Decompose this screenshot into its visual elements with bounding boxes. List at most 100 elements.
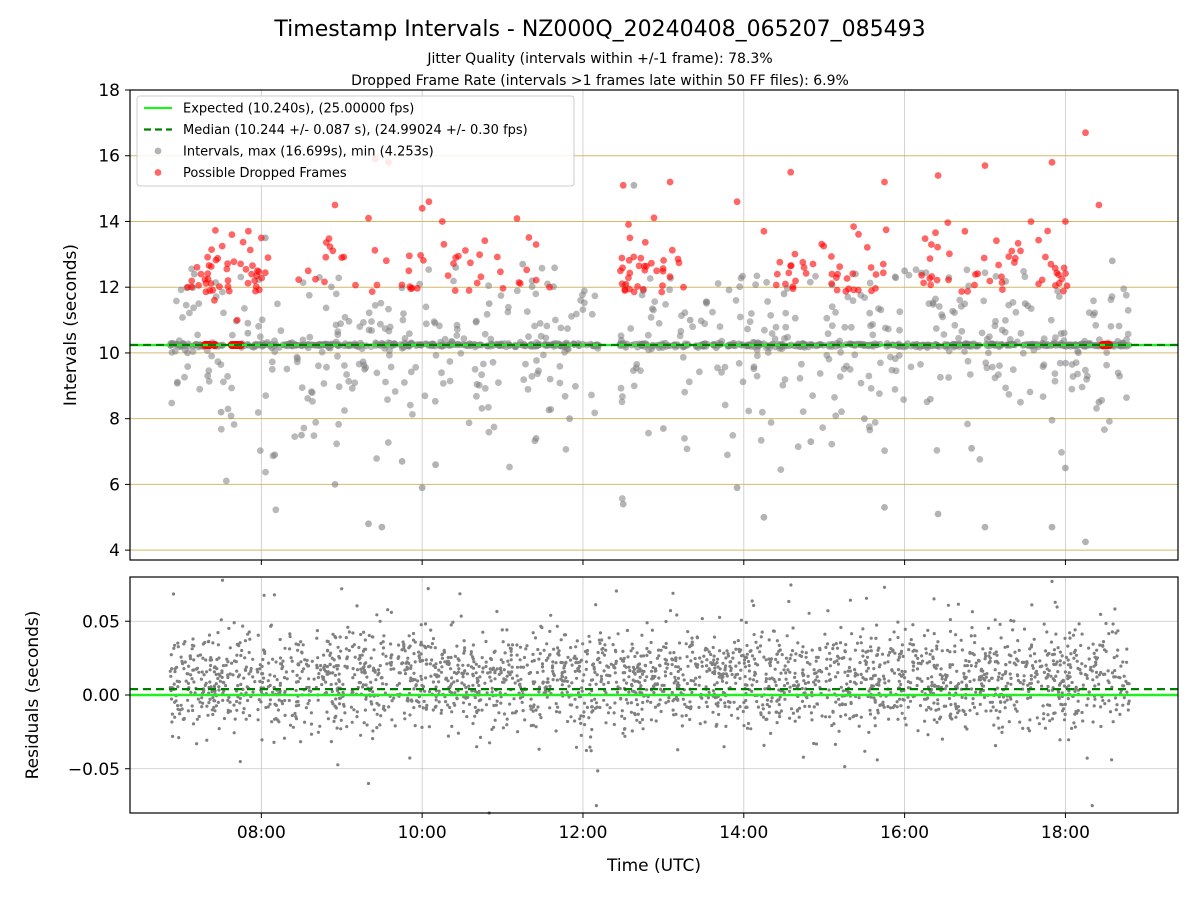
dropped-frame-point (228, 231, 236, 239)
interval-point (320, 380, 328, 387)
residual-point (371, 729, 375, 733)
residual-point (782, 691, 786, 695)
residual-point (1113, 607, 1117, 611)
residual-point (445, 659, 449, 663)
residual-point (581, 679, 585, 683)
residual-point (438, 660, 442, 665)
residual-point (506, 643, 511, 647)
interval-point (588, 391, 595, 399)
residual-point (850, 632, 854, 636)
residual-point (405, 667, 409, 671)
residual-point (767, 657, 771, 661)
residual-point (280, 702, 285, 706)
residual-point (205, 704, 209, 708)
residual-point (228, 672, 232, 676)
residual-point (786, 660, 790, 664)
residual-point (843, 765, 847, 769)
residual-point (1048, 703, 1052, 708)
residual-point (555, 678, 559, 682)
residual-point (932, 701, 936, 705)
residual-point (600, 638, 604, 642)
interval-point (409, 411, 416, 418)
residual-point (376, 668, 381, 672)
residual-point (389, 653, 393, 658)
residual-point (967, 669, 971, 673)
interval-point (832, 412, 840, 420)
residual-point (705, 664, 709, 668)
residual-point (536, 705, 540, 709)
residual-point (401, 640, 405, 644)
residual-point (664, 661, 668, 666)
residual-point (955, 669, 959, 673)
residual-point (931, 657, 935, 661)
residual-point (228, 709, 232, 713)
residual-point (810, 690, 814, 695)
interval-point (666, 286, 673, 294)
residual-point (657, 702, 661, 707)
residual-point (622, 656, 626, 661)
residual-point (715, 681, 719, 685)
dropped-frame-point (843, 275, 851, 282)
residual-point (256, 708, 260, 712)
interval-point (564, 325, 571, 332)
residual-point (657, 676, 661, 680)
residual-point (377, 671, 381, 675)
residual-point (712, 654, 716, 658)
residual-point (1071, 633, 1076, 637)
residual-point (208, 680, 212, 684)
residual-point (1026, 696, 1030, 701)
intervals-y-tick-label: 12 (98, 278, 120, 298)
residual-point (622, 727, 627, 731)
interval-point (283, 365, 291, 373)
residual-point (574, 745, 579, 749)
residual-point (583, 723, 587, 727)
interval-point (1002, 317, 1009, 324)
residual-point (765, 702, 769, 707)
interval-point (523, 308, 531, 315)
residual-point (837, 697, 841, 701)
residual-point (663, 670, 668, 674)
residual-point (352, 708, 356, 712)
residual-point (637, 680, 642, 685)
residual-point (551, 669, 555, 673)
residual-point (945, 648, 950, 652)
interval-point (536, 320, 544, 327)
residual-point (320, 683, 324, 687)
residual-point (191, 637, 195, 641)
interval-point (784, 333, 791, 341)
residual-point (703, 720, 707, 724)
residual-point (1114, 631, 1118, 635)
residual-point (549, 613, 553, 617)
residual-point (916, 729, 920, 733)
residual-point (326, 717, 330, 721)
residual-point (1070, 726, 1074, 731)
residual-point (450, 710, 454, 714)
residual-point (962, 671, 966, 676)
residual-point (331, 632, 335, 636)
residual-point (170, 667, 174, 671)
residual-point (531, 723, 536, 727)
residual-point (616, 685, 620, 689)
residual-point (1046, 652, 1050, 656)
residual-point (402, 711, 406, 715)
residual-point (192, 658, 196, 662)
residual-point (328, 662, 332, 666)
interval-point (551, 264, 558, 272)
residual-point (724, 672, 728, 676)
residual-point (481, 666, 485, 670)
residual-point (1067, 684, 1071, 688)
interval-point (229, 331, 236, 339)
residual-point (713, 696, 717, 700)
residual-point (274, 660, 278, 664)
residual-point (239, 682, 243, 687)
residual-point (501, 660, 505, 665)
residual-point (208, 697, 212, 702)
residual-point (1058, 659, 1062, 663)
dropped-frame-point (946, 250, 953, 258)
residual-point (1094, 670, 1099, 675)
residual-point (873, 700, 877, 704)
dropped-frame-point (1048, 158, 1056, 166)
interval-point (439, 380, 447, 387)
legend-label-expected: Expected (10.240s), (25.00000 fps) (183, 102, 414, 117)
dropped-frame-point (462, 247, 469, 254)
